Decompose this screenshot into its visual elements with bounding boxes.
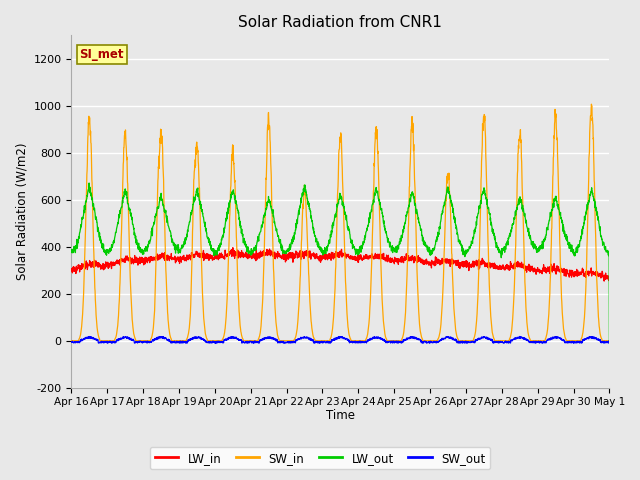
LW_in [218,250,225,256]
LW_out [605,338,613,344]
LW_in [229,245,237,251]
SW_out [238,340,246,346]
LW_in [573,273,581,279]
SW_in [367,264,375,270]
SW_out [356,338,364,344]
SW_out [605,338,613,344]
SW_in [588,101,595,107]
LW_in [368,254,376,260]
Line: LW_out: LW_out [72,183,609,341]
LW_out [573,250,581,255]
SW_out [68,339,76,345]
LW_in [600,278,608,284]
Text: SI_met: SI_met [79,48,124,61]
LW_out [68,249,76,255]
LW_out [218,238,225,243]
SW_in [573,338,580,344]
LW_in [558,268,566,274]
Line: SW_in: SW_in [72,104,609,341]
SW_in [68,338,76,344]
LW_out [558,217,566,223]
SW_in [605,338,613,344]
Y-axis label: Solar Radiation (W/m2): Solar Radiation (W/m2) [15,143,28,280]
Line: SW_out: SW_out [72,336,609,343]
LW_out [368,208,376,214]
SW_out [497,339,504,345]
LW_in [356,255,364,261]
LW_out [356,244,364,250]
SW_out [218,339,225,345]
Line: LW_in: LW_in [72,248,609,281]
SW_out [559,337,566,343]
SW_in [497,338,504,344]
SW_in [356,338,364,344]
LW_in [68,266,76,272]
SW_out [573,339,581,345]
Legend: LW_in, SW_in, LW_out, SW_out: LW_in, SW_in, LW_out, SW_out [150,447,490,469]
LW_out [497,248,504,254]
SW_in [558,299,566,305]
Title: Solar Radiation from CNR1: Solar Radiation from CNR1 [239,15,442,30]
LW_in [497,264,504,269]
X-axis label: Time: Time [326,409,355,422]
LW_out [85,180,93,186]
SW_in [218,338,225,344]
SW_out [516,334,524,339]
LW_in [605,276,613,282]
SW_out [368,336,376,341]
